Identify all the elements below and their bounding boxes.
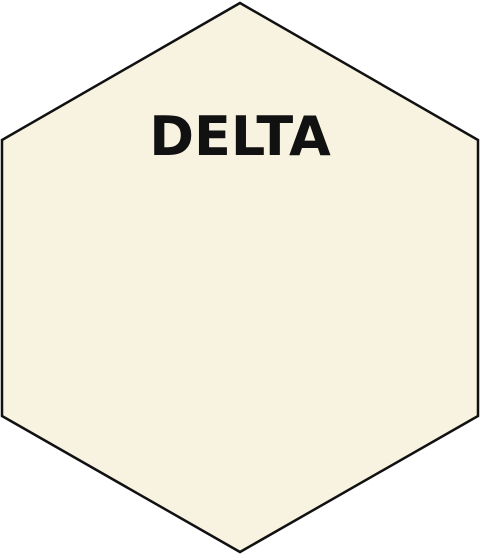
hexagon-label: DELTA	[149, 105, 331, 168]
